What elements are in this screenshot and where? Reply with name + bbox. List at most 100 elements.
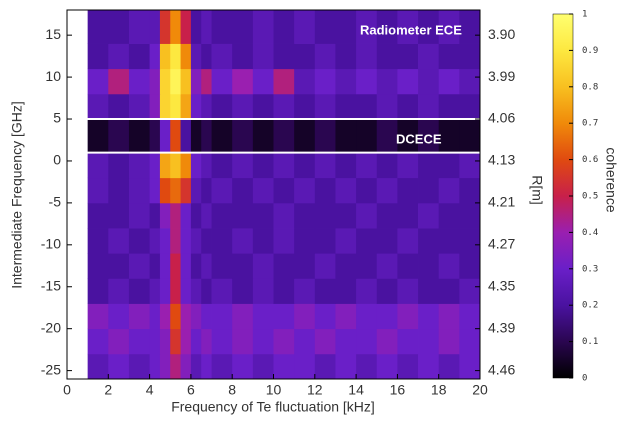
heatmap-cell [335, 93, 357, 120]
heatmap-cell [252, 278, 274, 304]
heatmap-cell [149, 43, 161, 70]
heatmap-cell [128, 10, 150, 44]
heatmap-cell [273, 303, 295, 330]
heatmap-cell [108, 353, 130, 380]
y-tick-label: -15 [41, 277, 61, 293]
heatmap-cell [335, 328, 357, 355]
heatmap-cell [128, 119, 150, 153]
heatmap-cell [438, 93, 460, 120]
heatmap-cell [232, 43, 254, 70]
heatmap-cell [356, 303, 378, 330]
heatmap-cell [376, 253, 398, 279]
heatmap-cell [149, 93, 161, 120]
heatmap-cell [149, 10, 161, 44]
plot: 0 2 4 6 8 10 12 14 16 18 20 -25 -20 -15 -10 -5 0 5 10 15 3.9… [41, 9, 515, 398]
x-tick-label: 8 [228, 382, 236, 398]
heatmap-cell [335, 43, 357, 70]
heatmap-cell [459, 119, 481, 153]
heatmap-cell [356, 228, 378, 254]
heatmap-cell [211, 152, 233, 179]
y2-tick-label: 3.90 [488, 26, 515, 42]
heatmap-cell [314, 202, 336, 229]
heatmap-cell [397, 328, 419, 355]
heatmap-cell [170, 353, 181, 380]
heatmap-cell [335, 228, 357, 254]
heatmap-cell [273, 253, 295, 279]
heatmap-cell [459, 68, 481, 95]
heatmap-cell [335, 152, 357, 179]
heatmap-cell [128, 43, 150, 70]
heatmap-cell [459, 93, 481, 120]
heatmap-cell [418, 303, 440, 330]
x-tick-label: 10 [266, 382, 282, 398]
heatmap-cell [128, 328, 150, 355]
heatmap-cell [128, 177, 150, 204]
heatmap-cell [397, 152, 419, 179]
y2-axis-label: R[m] [529, 175, 545, 205]
heatmap-cell [190, 152, 202, 179]
heatmap-cell [438, 43, 460, 70]
heatmap-cell [273, 152, 295, 179]
heatmap-cell [190, 353, 202, 380]
colorbar-tick-label: 0.5 [582, 192, 598, 202]
heatmap-cell [87, 68, 109, 95]
heatmap-cell [252, 202, 274, 229]
heatmap-cell [335, 253, 357, 279]
heatmap-cell [314, 228, 336, 254]
heatmap-cell [128, 253, 150, 279]
heatmap-cell [87, 10, 109, 44]
heatmap-cell [335, 278, 357, 304]
heatmap-cell [418, 177, 440, 204]
heatmap-cell [438, 278, 460, 304]
heatmap-cell [397, 202, 419, 229]
heatmap-cell [252, 353, 274, 380]
heatmap-cell [459, 253, 481, 279]
heatmap-cell [356, 152, 378, 179]
heatmap-cell [273, 278, 295, 304]
y-tick-label: 5 [53, 110, 61, 126]
heatmap-cell [159, 228, 171, 254]
heatmap-cell [87, 177, 109, 204]
heatmap-cell [376, 43, 398, 70]
heatmap-cell [128, 278, 150, 304]
heatmap-cell [314, 68, 336, 95]
heatmap-cell [459, 303, 481, 330]
x-tick-label: 14 [348, 382, 364, 398]
heatmap-cell [87, 253, 109, 279]
heatmap-cell [335, 119, 357, 153]
heatmap-cell [418, 353, 440, 380]
heatmap-cell [459, 278, 481, 304]
heatmap-cell [356, 93, 378, 120]
heatmap-cell [356, 202, 378, 229]
heatmap-cell [149, 303, 161, 330]
heatmap-cell [211, 119, 233, 153]
y2-tick-label: 4.35 [488, 277, 515, 293]
heatmap-cell [252, 177, 274, 204]
heatmap-cell [397, 43, 419, 70]
heatmap-cell [159, 202, 171, 229]
heatmap-cell [149, 68, 161, 95]
heatmap-cell [128, 353, 150, 380]
y-tick-label: -5 [49, 194, 62, 210]
heatmap-cell [376, 303, 398, 330]
heatmap-cell [108, 152, 130, 179]
heatmap-cell [294, 152, 316, 179]
heatmap-cell [438, 202, 460, 229]
heatmap-cell [87, 353, 109, 380]
heatmap-cell [128, 93, 150, 120]
heatmap-cell [438, 228, 460, 254]
heatmap-cell [418, 278, 440, 304]
heatmap-cell [232, 119, 254, 153]
heatmap-cell [190, 278, 202, 304]
heatmap-cell [211, 228, 233, 254]
y2-tick-label: 4.13 [488, 152, 515, 168]
heatmap-cell [108, 10, 130, 44]
heatmap-cell [108, 93, 130, 120]
heatmap-cell [128, 202, 150, 229]
heatmap-cell [397, 119, 419, 153]
x-tick-label: 6 [187, 382, 195, 398]
heatmap-cell [232, 228, 254, 254]
heatmap-cell [335, 202, 357, 229]
heatmap-cell [418, 328, 440, 355]
heatmap-cell [180, 177, 192, 204]
